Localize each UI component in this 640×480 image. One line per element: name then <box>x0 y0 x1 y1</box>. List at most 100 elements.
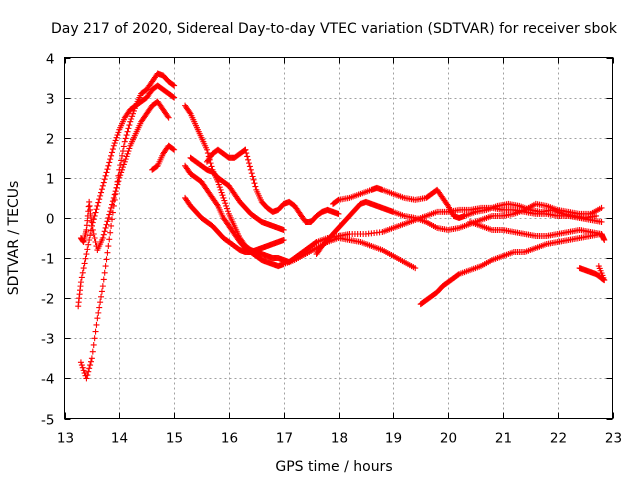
data-point <box>280 226 287 233</box>
y-tick-label: 1 <box>46 172 55 188</box>
series-track-4 <box>149 142 178 173</box>
data-point <box>244 153 251 160</box>
data-point <box>93 321 100 328</box>
data-point <box>224 205 231 212</box>
data-point <box>80 367 87 374</box>
data-point <box>122 135 129 142</box>
data-point <box>78 274 85 281</box>
data-point <box>218 189 225 196</box>
data-point <box>90 230 97 237</box>
data-point <box>108 149 115 156</box>
data-point <box>112 137 119 144</box>
data-point <box>129 113 136 120</box>
plot-frame <box>64 57 613 419</box>
data-point <box>593 212 600 219</box>
data-point <box>444 201 451 208</box>
data-point <box>78 362 85 369</box>
data-point <box>104 218 111 225</box>
data-point <box>92 209 99 216</box>
data-point <box>102 224 109 231</box>
data-point <box>171 82 178 89</box>
data-point <box>97 192 104 199</box>
y-tick-label: 3 <box>46 92 55 108</box>
data-point <box>91 335 98 342</box>
data-point <box>99 182 106 189</box>
data-point <box>97 299 104 306</box>
data-point <box>126 122 133 129</box>
data-point <box>93 206 100 213</box>
data-point <box>84 246 91 253</box>
y-axis-label: SDTVAR / TECUs <box>6 181 22 296</box>
data-point <box>128 116 135 123</box>
data-point <box>87 358 94 365</box>
data-point <box>312 239 319 246</box>
series-track-14 <box>467 218 608 244</box>
data-point <box>81 260 88 267</box>
data-point <box>455 271 462 278</box>
data-point <box>104 166 111 173</box>
data-point <box>98 293 105 300</box>
data-point <box>121 138 128 145</box>
data-point <box>85 368 92 375</box>
data-point <box>98 288 105 295</box>
data-point <box>108 216 115 223</box>
data-point <box>120 143 127 150</box>
data-point <box>111 191 118 198</box>
data-point <box>99 235 106 241</box>
series-track-1 <box>77 70 178 382</box>
data-point <box>118 157 125 164</box>
data-point <box>99 283 106 290</box>
data-point <box>106 236 113 243</box>
data-point <box>601 237 608 244</box>
y-tick-label: 2 <box>46 132 55 148</box>
data-point <box>243 150 250 157</box>
data-point <box>92 239 99 246</box>
data-point <box>94 202 101 209</box>
data-point <box>80 265 87 272</box>
data-point <box>95 309 102 316</box>
data-point <box>98 189 105 196</box>
x-tick-label: 21 <box>495 431 512 447</box>
data-point <box>83 375 90 382</box>
y-tick-label: -2 <box>41 292 54 308</box>
data-point <box>114 132 121 139</box>
data-point <box>223 202 230 209</box>
series-track-9 <box>203 146 249 165</box>
data-point <box>335 210 342 217</box>
data-point <box>164 113 171 120</box>
data-point <box>120 161 127 168</box>
series-track-13 <box>417 230 605 308</box>
data-point <box>595 263 602 270</box>
data-point <box>250 176 257 183</box>
data-point <box>214 201 221 208</box>
data-point <box>119 152 126 159</box>
data-point <box>119 166 126 173</box>
data-point <box>106 159 113 166</box>
data-point <box>204 150 211 157</box>
data-point <box>245 160 252 167</box>
data-point <box>220 194 227 201</box>
data-point <box>96 196 103 203</box>
data-point <box>100 179 107 186</box>
data-point <box>115 178 122 185</box>
series-track-3 <box>77 98 172 254</box>
data-point <box>91 212 98 219</box>
data-point <box>127 118 134 125</box>
x-tick-label: 16 <box>221 431 238 447</box>
data-point <box>85 241 92 248</box>
data-point <box>113 184 120 191</box>
data-point <box>103 221 110 228</box>
data-point <box>94 315 101 322</box>
x-axis-label: GPS time / hours <box>275 459 392 475</box>
data-point <box>112 188 119 195</box>
data-point <box>86 365 93 372</box>
data-point <box>107 156 114 163</box>
data-point <box>125 125 132 132</box>
series-track-10 <box>242 146 342 225</box>
data-point <box>104 249 111 256</box>
x-tick-label: 22 <box>550 431 567 447</box>
series-track-12 <box>330 184 600 221</box>
data-point <box>105 243 112 250</box>
data-point <box>77 359 84 366</box>
data-point <box>412 265 419 272</box>
